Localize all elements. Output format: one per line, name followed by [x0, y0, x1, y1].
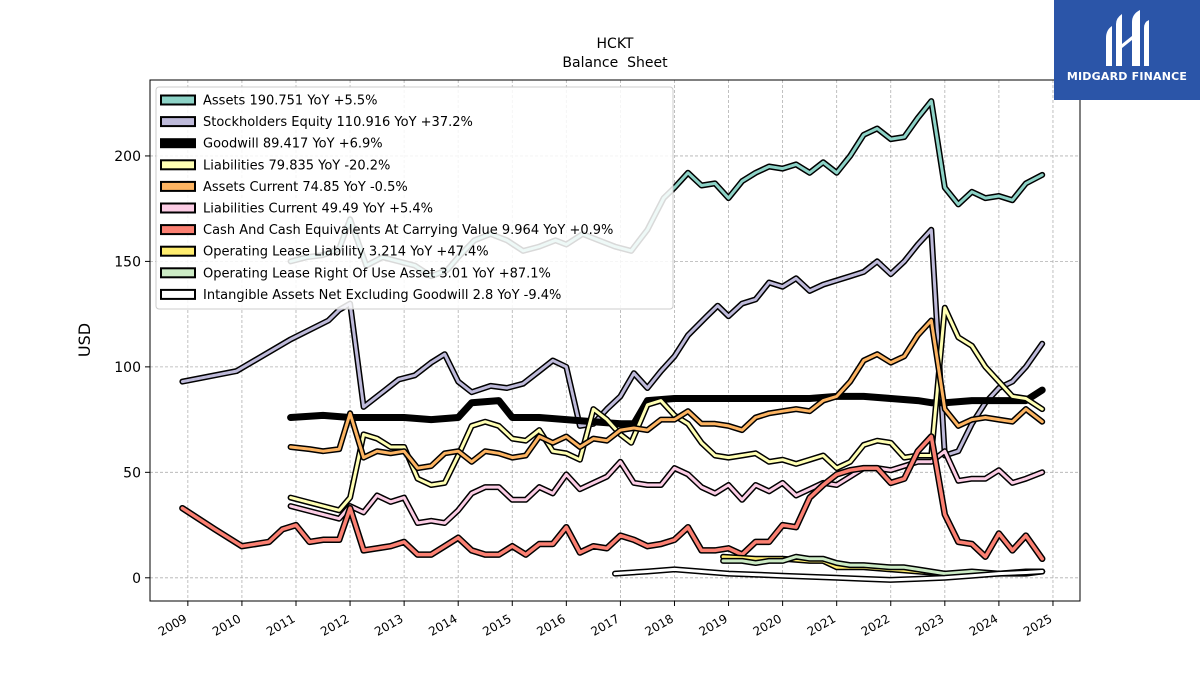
- legend-swatch: [160, 267, 196, 279]
- legend-swatch: [160, 116, 196, 128]
- y-tick-label: 100: [114, 360, 141, 376]
- legend-swatch: [160, 202, 196, 214]
- legend-label: Goodwill 89.417 YoY +6.9%: [203, 137, 383, 152]
- legend-item: Stockholders Equity 110.916 YoY +37.2%: [160, 115, 473, 130]
- x-tick-label: 2022: [859, 611, 892, 638]
- x-tick-label: 2018: [643, 611, 676, 638]
- legend-swatch: [160, 245, 196, 257]
- x-tick-label: 2020: [751, 611, 784, 638]
- legend-label: Liabilities Current 49.49 YoY +5.4%: [203, 202, 433, 217]
- legend-label: Stockholders Equity 110.916 YoY +37.2%: [203, 115, 473, 130]
- midgard-finance-logo: MIDGARD FINANCE: [1054, 0, 1200, 100]
- series-1: [179, 226, 1046, 459]
- series-line: [289, 449, 1044, 525]
- legend-swatch: [160, 138, 196, 149]
- series-line: [180, 434, 1044, 561]
- series-6: [179, 433, 1046, 563]
- legend-label: Operating Lease Right Of Use Asset 3.01 …: [203, 266, 551, 281]
- legend-item: Cash And Cash Equivalents At Carrying Va…: [160, 223, 613, 238]
- legend-swatch: [160, 94, 196, 106]
- legend-item: Assets 190.751 YoY +5.5%: [160, 94, 378, 109]
- x-tick-label: 2009: [156, 611, 189, 638]
- chart-subtitle: Balance Sheet: [562, 55, 668, 71]
- legend-swatch: [160, 224, 196, 236]
- legend-item: Liabilities Current 49.49 YoY +5.4%: [160, 202, 433, 217]
- legend-item: Operating Lease Liability 3.214 YoY +47.…: [160, 245, 489, 260]
- series-line: [721, 555, 1044, 576]
- x-tick-label: 2025: [1021, 611, 1054, 638]
- x-tick-label: 2015: [480, 611, 513, 638]
- legend-box: [155, 86, 674, 310]
- logo-text: MIDGARD FINANCE: [1066, 70, 1188, 83]
- y-tick-label: 50: [123, 465, 141, 481]
- x-tick-label: 2010: [210, 611, 243, 638]
- y-tick-label: 150: [114, 254, 141, 270]
- legend-label: Intangible Assets Net Excluding Goodwill…: [203, 288, 561, 303]
- legend-label: Assets Current 74.85 YoY -0.5%: [203, 180, 408, 195]
- legend-item: Liabilities 79.835 YoY -20.2%: [160, 158, 390, 173]
- legend-swatch: [160, 159, 196, 171]
- x-tick-label: 2019: [697, 611, 730, 638]
- legend-item: Goodwill 89.417 YoY +6.9%: [160, 137, 383, 152]
- series-8: [720, 553, 1046, 577]
- series-5: [287, 448, 1046, 526]
- x-tick-label: 2016: [534, 611, 567, 638]
- x-tick-label: 2017: [588, 611, 621, 638]
- x-tick-label: 2021: [805, 611, 838, 638]
- y-tick-label: 0: [132, 571, 141, 587]
- x-tick-label: 2012: [318, 611, 351, 638]
- legend-label: Operating Lease Liability 3.214 YoY +47.…: [203, 245, 489, 260]
- x-tick-label: 2013: [372, 611, 405, 638]
- legend-swatch: [160, 180, 196, 192]
- series-line: [180, 228, 1044, 457]
- x-tick-label: 2014: [426, 611, 459, 638]
- series-line: [289, 319, 1044, 470]
- legend-item: Intangible Assets Net Excluding Goodwill…: [160, 288, 561, 303]
- legend-swatch: [160, 288, 196, 300]
- legend-item: Assets Current 74.85 YoY -0.5%: [160, 180, 408, 195]
- legend-label: Cash And Cash Equivalents At Carrying Va…: [203, 223, 613, 238]
- series-line: [613, 567, 1044, 582]
- series-4: [287, 317, 1046, 472]
- x-tick-label: 2011: [264, 611, 297, 638]
- y-tick-label: 200: [114, 149, 141, 165]
- plot-frame: [149, 79, 1081, 602]
- x-tick-label: 2024: [967, 611, 1000, 638]
- legend-item: Operating Lease Right Of Use Asset 3.01 …: [160, 266, 551, 281]
- midgard-logo-icon: [1106, 10, 1149, 66]
- y-axis-label: USD: [75, 323, 94, 357]
- x-tick-label: 2023: [913, 611, 946, 638]
- chart-title: HCKT: [597, 36, 634, 52]
- legend-label: Assets 190.751 YoY +5.5%: [203, 94, 378, 109]
- legend-label: Liabilities 79.835 YoY -20.2%: [203, 158, 390, 173]
- series-9: [612, 566, 1046, 583]
